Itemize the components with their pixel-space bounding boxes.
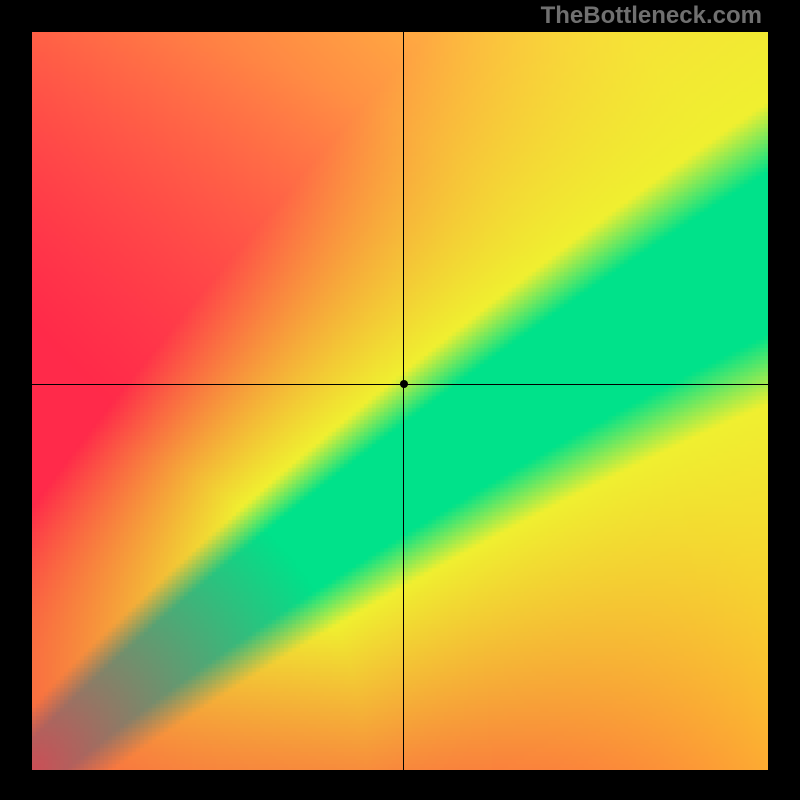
heatmap-canvas [32, 32, 768, 770]
chart-container: TheBottleneck.com [0, 0, 800, 800]
heatmap-plot [32, 32, 768, 770]
crosshair-vertical [403, 32, 404, 770]
crosshair-point [400, 380, 408, 388]
watermark-text: TheBottleneck.com [541, 2, 762, 30]
